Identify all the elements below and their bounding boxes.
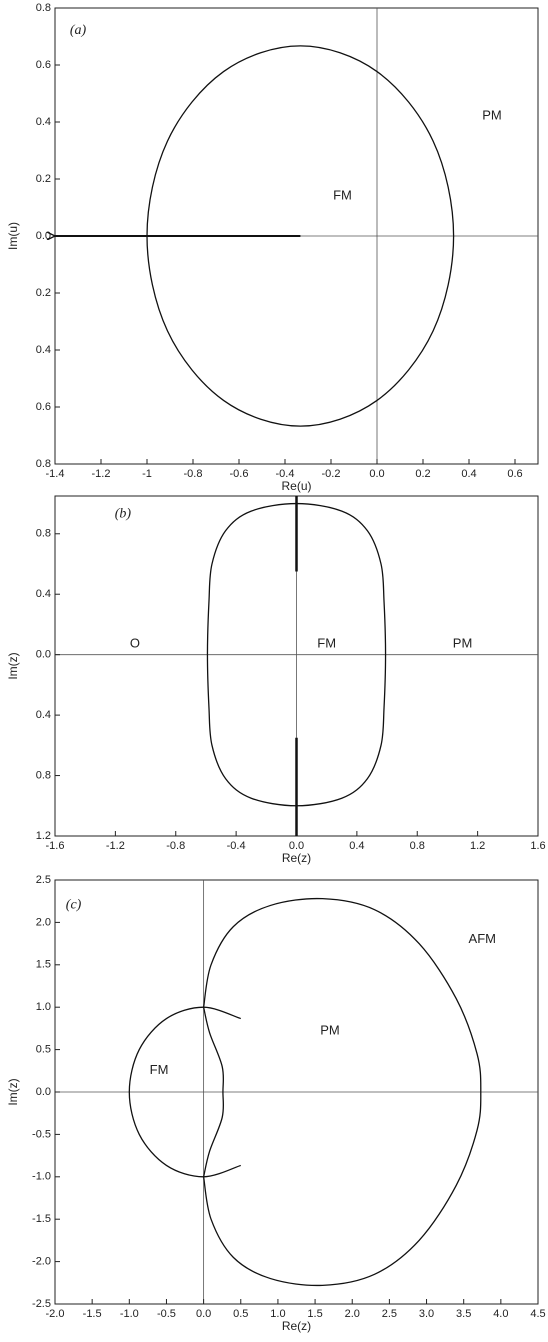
y-tick-label: 0.8 — [36, 2, 51, 14]
y-tick-label: 1.5 — [36, 959, 51, 971]
x-tick-label: -1.6 — [46, 840, 65, 852]
y-tick-label: 0.4 — [36, 116, 51, 128]
x-tick-label: 1.5 — [307, 1308, 322, 1320]
y-tick-label: 1.2 — [36, 830, 51, 842]
x-tick-label: -0.6 — [230, 468, 249, 480]
x-tick-label: 0.2 — [415, 468, 430, 480]
annotation: PM — [453, 636, 473, 651]
x-tick-label: -0.4 — [227, 840, 246, 852]
x-tick-label: 0.6 — [507, 468, 522, 480]
y-tick-label: 0.6 — [36, 59, 51, 71]
x-tick-label: -0.5 — [157, 1308, 176, 1320]
annotation: (c) — [66, 898, 82, 913]
x-tick-label: 3.0 — [419, 1308, 434, 1320]
x-tick-label: 0.0 — [196, 1308, 211, 1320]
x-tick-label: -1.0 — [120, 1308, 139, 1320]
y-tick-label: 0.0 — [36, 649, 51, 661]
x-tick-label: -2.0 — [46, 1308, 65, 1320]
x-tick-label: 0.8 — [410, 840, 425, 852]
y-axis-label: Im(z) — [6, 652, 20, 679]
x-tick-label: 0.0 — [369, 468, 384, 480]
annotation: FM — [333, 188, 352, 203]
x-axis-label: Re(z) — [282, 1319, 311, 1333]
x-tick-label: -0.4 — [276, 468, 295, 480]
x-tick-label: 2.5 — [382, 1308, 397, 1320]
x-tick-label: -0.8 — [184, 468, 203, 480]
annotation: (a) — [70, 23, 87, 38]
annotation: (b) — [115, 506, 132, 521]
y-tick-label: -2.5 — [32, 1298, 51, 1310]
y-tick-label: 0.4 — [36, 709, 51, 721]
y-tick-label: 0.8 — [36, 458, 51, 470]
x-tick-label: -1.5 — [83, 1308, 102, 1320]
annotation: O — [130, 636, 140, 651]
y-tick-label: 2.5 — [36, 874, 51, 886]
x-tick-label: 1.6 — [530, 840, 545, 852]
x-axis-label: Re(u) — [281, 479, 311, 493]
curve — [202, 897, 482, 1287]
y-tick-label: 1.0 — [36, 1001, 51, 1013]
y-axis-label: Im(u) — [6, 222, 20, 250]
x-axis-label: Re(z) — [282, 851, 311, 865]
x-tick-label: -1.2 — [92, 468, 111, 480]
y-tick-label: 0.0 — [36, 1086, 51, 1098]
y-tick-label: 0.4 — [36, 588, 51, 600]
y-tick-label: 0.6 — [36, 401, 51, 413]
x-tick-label: -1.2 — [106, 840, 125, 852]
y-tick-label: -1.5 — [32, 1213, 51, 1225]
y-tick-label: 2.0 — [36, 916, 51, 928]
x-tick-label: -0.8 — [166, 840, 185, 852]
x-tick-label: 2.0 — [345, 1308, 360, 1320]
y-axis-label: Im(z) — [6, 1078, 20, 1105]
y-tick-label: -2.0 — [32, 1256, 51, 1268]
y-tick-label: 0.2 — [36, 287, 51, 299]
x-tick-label: 0.4 — [349, 840, 364, 852]
annotation: FM — [317, 636, 336, 651]
x-tick-label: 0.0 — [289, 840, 304, 852]
y-tick-label: -1.0 — [32, 1171, 51, 1183]
x-tick-label: 4.5 — [530, 1308, 545, 1320]
curve — [128, 1006, 241, 1178]
x-tick-label: 3.5 — [456, 1308, 471, 1320]
y-tick-label: 0.8 — [36, 528, 51, 540]
curve — [202, 1007, 225, 1177]
annotation: PM — [482, 108, 502, 123]
y-tick-label: 0.5 — [36, 1044, 51, 1056]
y-tick-label: -0.5 — [32, 1128, 51, 1140]
x-tick-label: 4.0 — [493, 1308, 508, 1320]
y-tick-label: 0.8 — [36, 769, 51, 781]
x-tick-label: 1.2 — [470, 840, 485, 852]
annotation: PM — [320, 1022, 340, 1037]
annotation: FM — [150, 1062, 169, 1077]
y-tick-label: 0.4 — [36, 344, 51, 356]
x-tick-label: 1.0 — [270, 1308, 285, 1320]
x-tick-label: -0.2 — [322, 468, 341, 480]
y-tick-label: 0.2 — [36, 173, 51, 185]
x-tick-label: 0.4 — [461, 468, 476, 480]
x-tick-label: -1.4 — [46, 468, 65, 480]
annotation: AFM — [469, 931, 496, 946]
y-tick-label: 0.0 — [36, 230, 51, 242]
x-tick-label: -1 — [142, 468, 152, 480]
x-tick-label: 0.5 — [233, 1308, 248, 1320]
